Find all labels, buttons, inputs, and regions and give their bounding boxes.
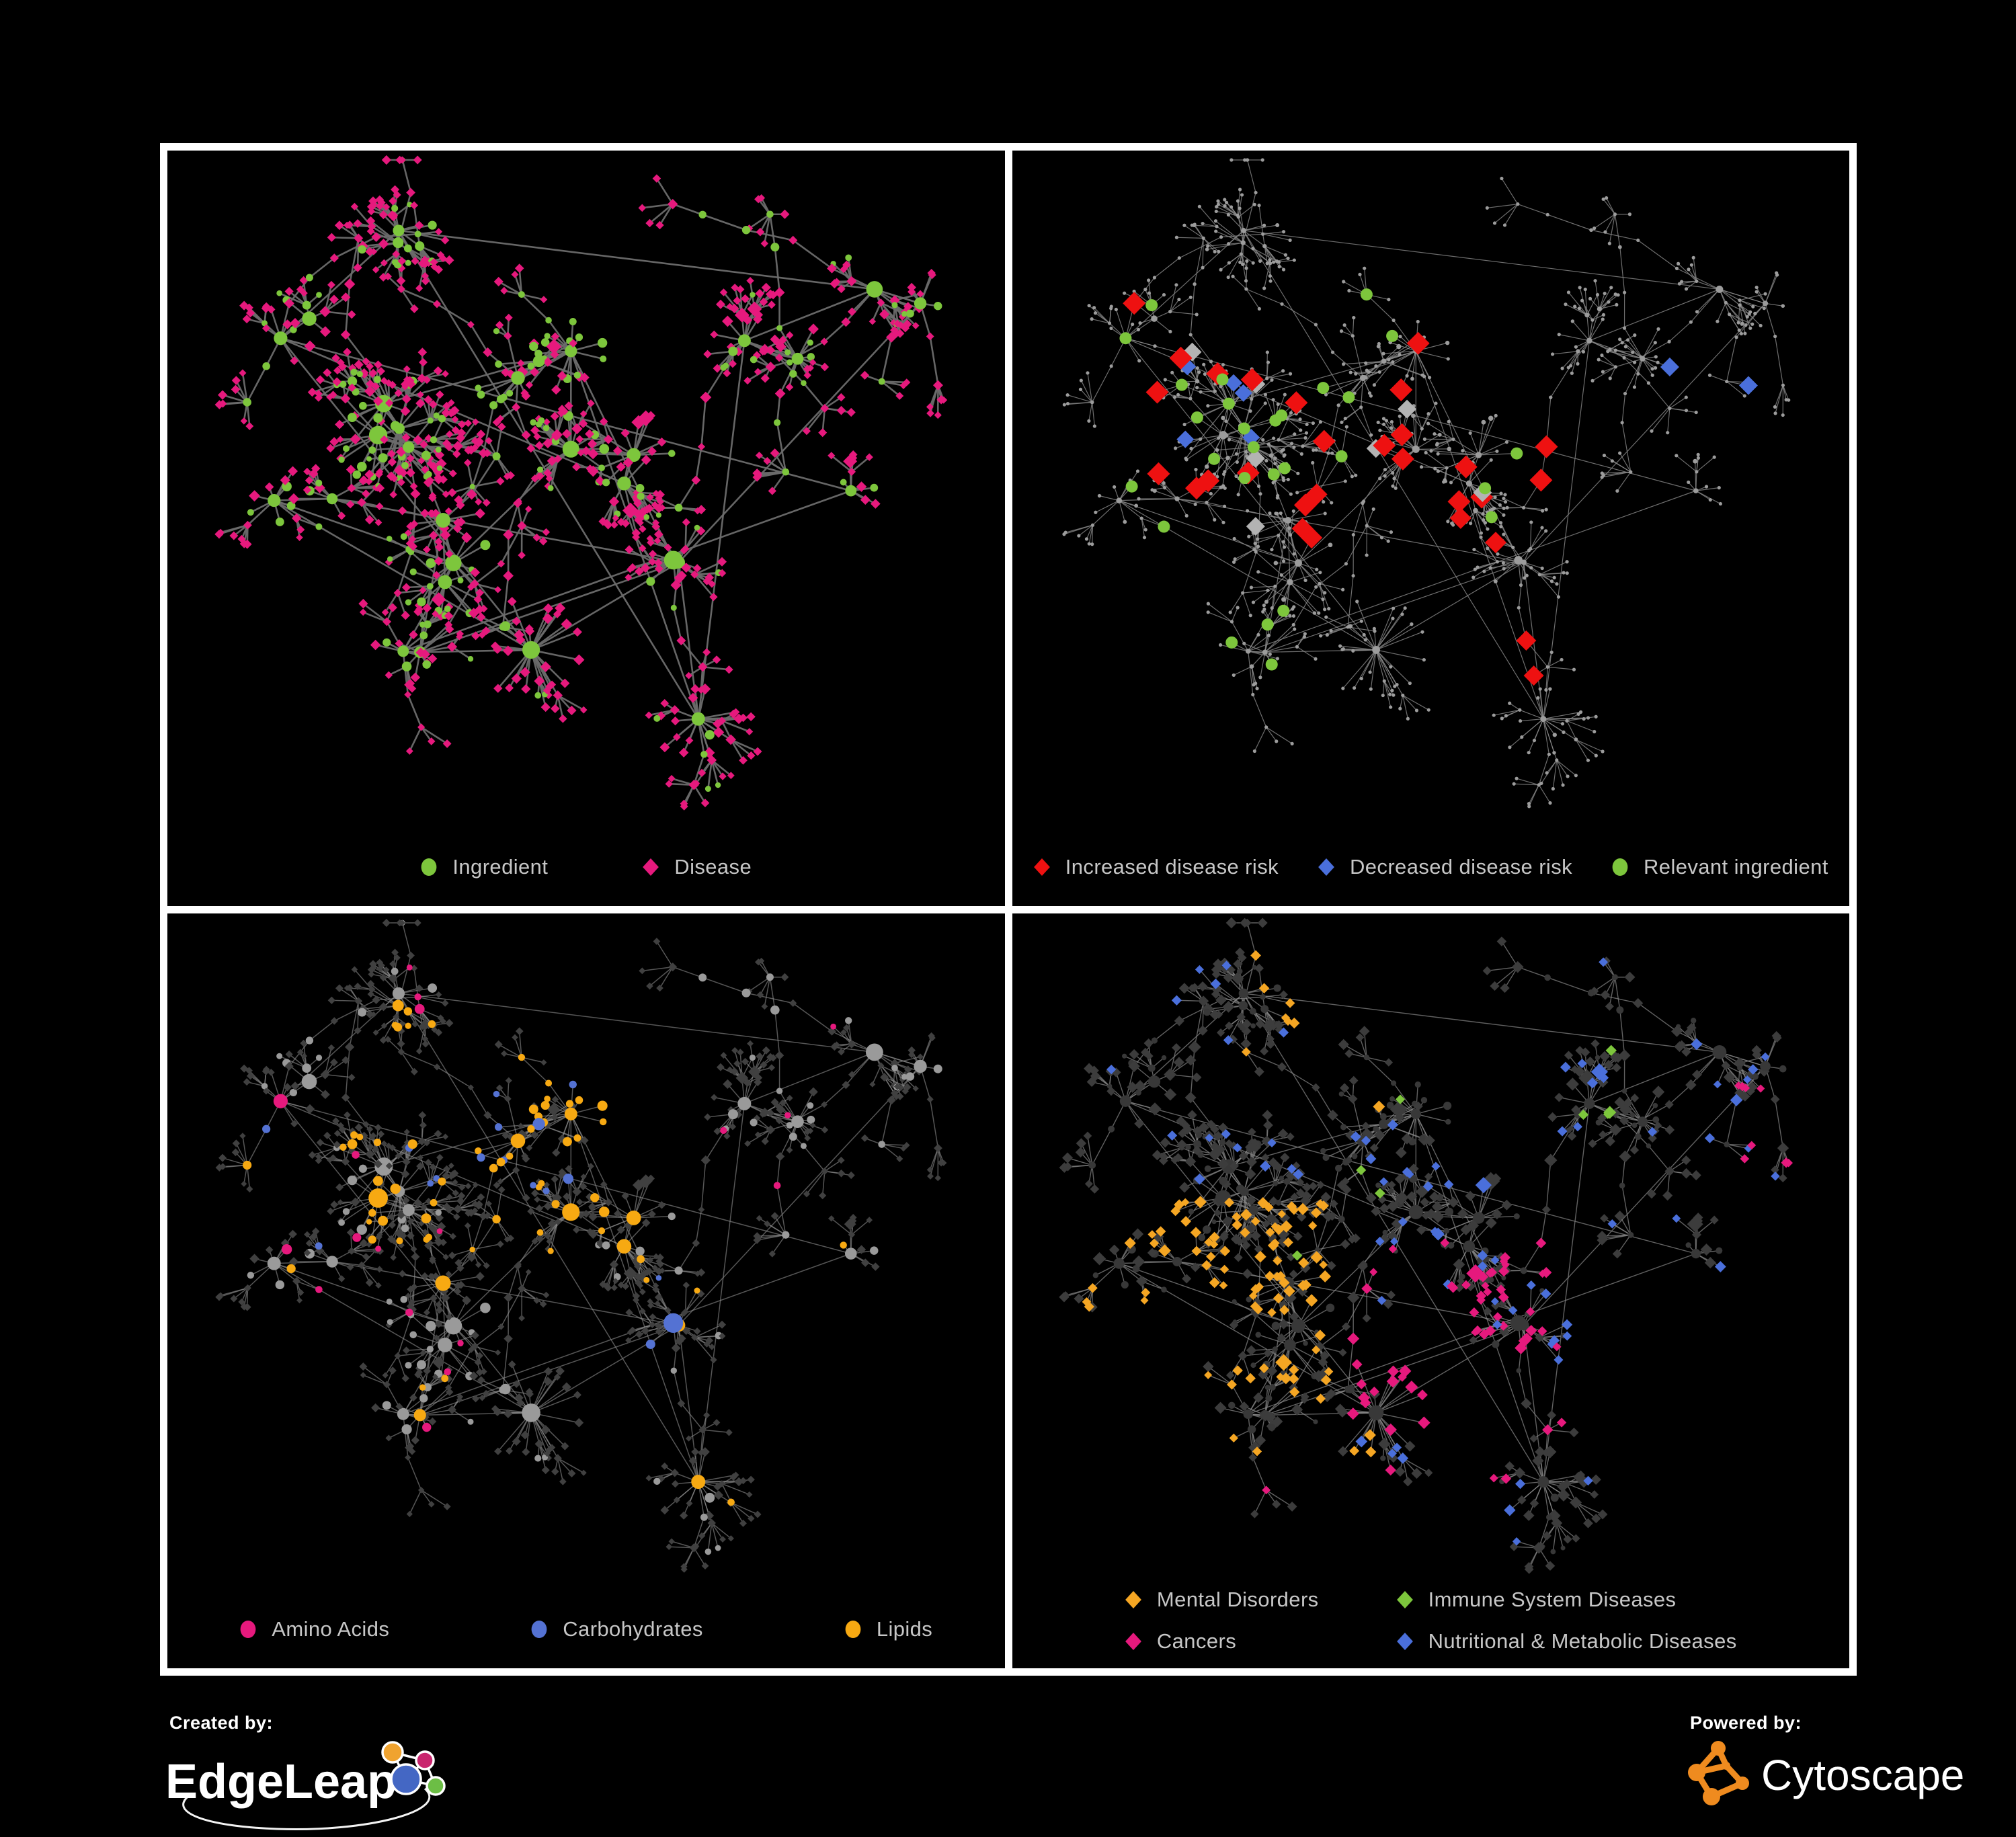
legend-item: Disease: [642, 855, 752, 879]
network-ingredient-classes: [167, 913, 1005, 1669]
legend-label: Increased disease risk: [1065, 855, 1279, 879]
cytoscape-logo: Cytoscape: [1683, 1736, 1972, 1817]
panel-grid: Ingredient Disease Increased disease risk…: [160, 143, 1857, 1676]
legend-label: Nutritional & Metabolic Diseases: [1428, 1629, 1737, 1654]
edgeleap-credit: Created by: EdgeLeap: [163, 1713, 458, 1837]
legend-item: Lipids: [844, 1617, 932, 1641]
legend-marker-diamond-icon: [1125, 1591, 1142, 1608]
legend-label: Carbohydrates: [563, 1617, 703, 1641]
edgeleap-logo-text: EdgeLeap: [165, 1755, 397, 1809]
legend-marker-circle-icon: [530, 1621, 548, 1638]
legend-marker-diamond-icon: [1318, 858, 1335, 876]
network-disease-risk: [1012, 151, 1850, 906]
legend-marker-diamond-icon: [642, 858, 659, 876]
legend-marker-diamond-icon: [1125, 1633, 1142, 1650]
legend-item: Increased disease risk: [1033, 855, 1279, 879]
legend-ingredients-diseases: Ingredient Disease: [167, 855, 1005, 879]
legend-label: Immune System Diseases: [1428, 1588, 1677, 1612]
network-ingredients-diseases: [167, 151, 1005, 906]
legend-label: Decreased disease risk: [1350, 855, 1572, 879]
legend-label: Disease: [674, 855, 752, 879]
legend-marker-diamond-icon: [1396, 1633, 1414, 1650]
legend-item: Immune System Diseases: [1396, 1588, 1737, 1612]
legend-item: Mental Disorders: [1125, 1588, 1319, 1612]
legend-marker-diamond-icon: [1033, 858, 1051, 876]
legend-label: Relevant ingredient: [1644, 855, 1828, 879]
legend-marker-circle-icon: [239, 1621, 257, 1638]
legend-disease-risk: Increased disease risk Decreased disease …: [1012, 855, 1850, 879]
cytoscape-logo-text: Cytoscape: [1761, 1751, 1964, 1799]
legend-marker-circle-icon: [844, 1621, 862, 1638]
legend-label: Ingredient: [452, 855, 548, 879]
legend-label: Amino Acids: [272, 1617, 389, 1641]
network-disease-classes: [1012, 913, 1850, 1669]
panel-disease-risk: Increased disease risk Decreased disease …: [1012, 151, 1850, 906]
legend-item: Amino Acids: [239, 1617, 389, 1641]
legend-item: Nutritional & Metabolic Diseases: [1396, 1629, 1737, 1654]
edgeleap-logo: EdgeLeap: [163, 1736, 458, 1837]
legend-item: Cancers: [1125, 1629, 1319, 1654]
legend-item: Ingredient: [420, 855, 548, 879]
panel-disease-classes: Mental Disorders Immune System Diseases Ca…: [1012, 913, 1850, 1669]
graph-nodes: [1062, 158, 1790, 808]
graph-nodes: [215, 918, 946, 1572]
cytoscape-credit: Powered by: Cytoscape: [1683, 1713, 1972, 1817]
legend-item: Relevant ingredient: [1611, 855, 1828, 879]
cytoscape-logo-nodes: [1688, 1741, 1749, 1805]
created-by-label: Created by:: [169, 1713, 458, 1733]
legend-marker-circle-icon: [420, 858, 438, 876]
legend-marker-circle-icon: [1611, 858, 1629, 876]
legend-item: Decreased disease risk: [1318, 855, 1572, 879]
legend-disease-classes: Mental Disorders Immune System Diseases Ca…: [1012, 1588, 1850, 1654]
legend-label: Lipids: [877, 1617, 932, 1641]
legend-item: Carbohydrates: [530, 1617, 703, 1641]
legend-label: Mental Disorders: [1157, 1588, 1319, 1612]
panel-ingredients-diseases: Ingredient Disease: [167, 151, 1005, 906]
powered-by-label: Powered by:: [1690, 1713, 1972, 1733]
graph-edges: [1063, 160, 1788, 807]
legend-marker-diamond-icon: [1396, 1591, 1414, 1608]
legend-ingredient-classes: Amino Acids Carbohydrates Lipids: [167, 1617, 1005, 1641]
panel-ingredient-classes: Amino Acids Carbohydrates Lipids: [167, 913, 1005, 1669]
legend-label: Cancers: [1157, 1629, 1236, 1654]
